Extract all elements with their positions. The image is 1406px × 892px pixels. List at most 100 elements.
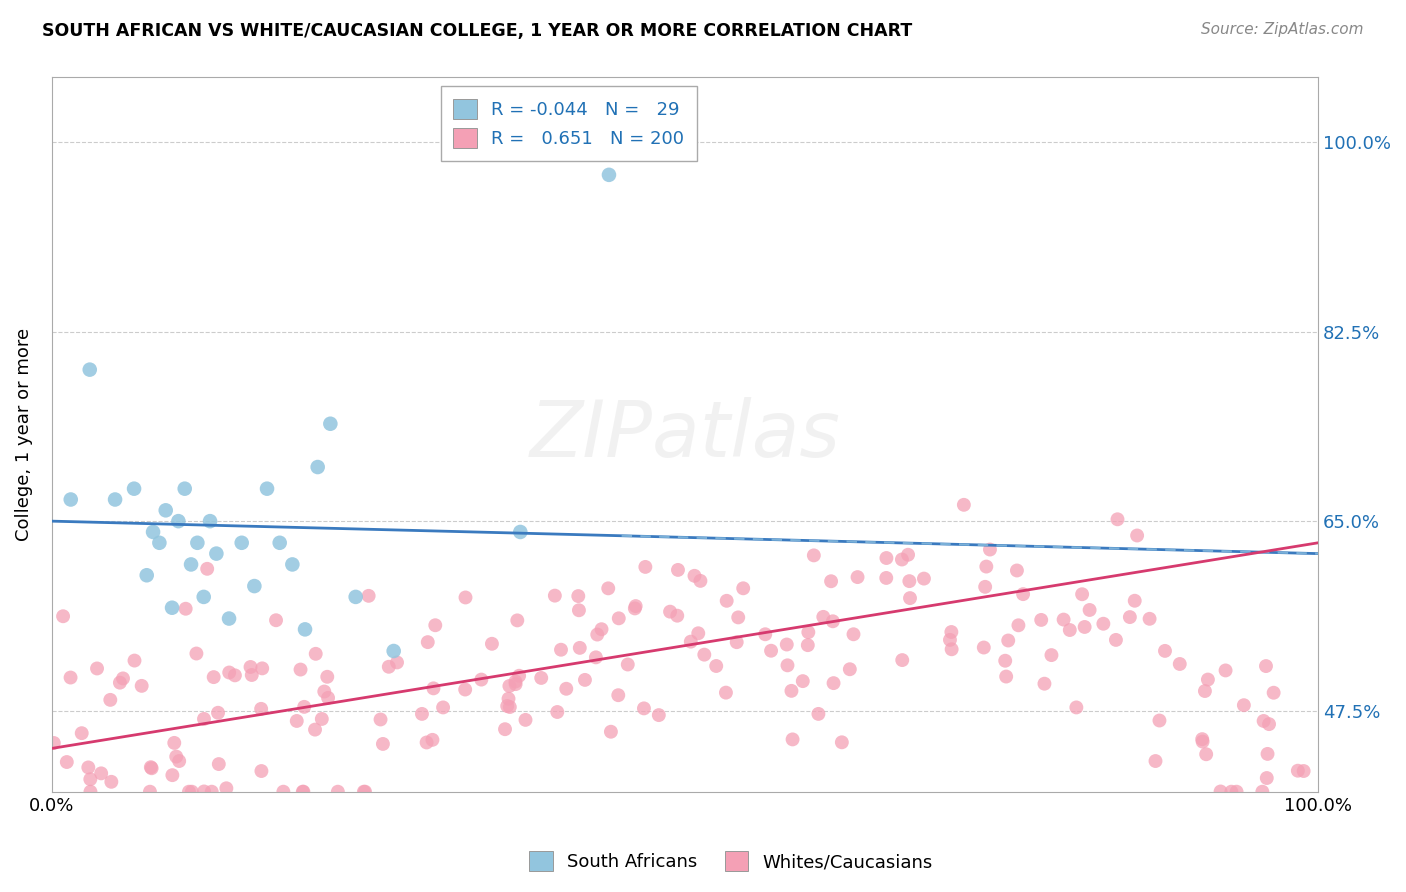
Point	[177, 785, 200, 799]
Point	[1209, 784, 1232, 798]
Point	[607, 611, 630, 625]
Point	[269, 536, 291, 550]
Point	[307, 460, 329, 475]
Point	[1292, 764, 1315, 778]
Point	[1007, 618, 1029, 632]
Point	[568, 640, 591, 655]
Point	[995, 669, 1018, 683]
Point	[202, 670, 225, 684]
Point	[1197, 673, 1219, 687]
Point	[1253, 714, 1275, 728]
Point	[820, 574, 842, 589]
Point	[1071, 587, 1094, 601]
Point	[316, 670, 339, 684]
Point	[994, 654, 1017, 668]
Point	[1225, 785, 1247, 799]
Point	[304, 723, 326, 737]
Point	[616, 657, 638, 672]
Point	[1005, 564, 1028, 578]
Legend: South Africans, Whites/Caucasians: South Africans, Whites/Caucasians	[522, 844, 941, 879]
Point	[1092, 616, 1115, 631]
Point	[759, 644, 782, 658]
Point	[567, 589, 589, 603]
Point	[1256, 771, 1278, 785]
Point	[939, 632, 962, 647]
Point	[111, 672, 134, 686]
Point	[163, 736, 186, 750]
Point	[124, 654, 146, 668]
Point	[530, 671, 553, 685]
Point	[208, 757, 231, 772]
Point	[215, 781, 238, 796]
Point	[250, 661, 273, 675]
Point	[704, 659, 727, 673]
Point	[1254, 659, 1277, 673]
Point	[79, 772, 101, 787]
Point	[70, 726, 93, 740]
Point	[979, 542, 1001, 557]
Point	[86, 661, 108, 675]
Point	[1144, 754, 1167, 768]
Point	[104, 492, 127, 507]
Point	[1257, 747, 1279, 761]
Point	[207, 706, 229, 720]
Legend: R = -0.044   N =   29, R =   0.651   N = 200: R = -0.044 N = 29, R = 0.651 N = 200	[440, 87, 697, 161]
Point	[555, 681, 578, 696]
Text: SOUTH AFRICAN VS WHITE/CAUCASIAN COLLEGE, 1 YEAR OR MORE CORRELATION CHART: SOUTH AFRICAN VS WHITE/CAUCASIAN COLLEGE…	[42, 22, 912, 40]
Point	[591, 622, 613, 636]
Point	[256, 482, 278, 496]
Point	[250, 702, 273, 716]
Point	[131, 679, 153, 693]
Point	[186, 536, 208, 550]
Point	[544, 589, 567, 603]
Point	[273, 785, 295, 799]
Point	[585, 650, 607, 665]
Point	[193, 590, 215, 604]
Point	[846, 570, 869, 584]
Point	[568, 603, 591, 617]
Point	[821, 615, 844, 629]
Point	[316, 690, 339, 705]
Point	[281, 558, 304, 572]
Point	[586, 627, 609, 641]
Point	[56, 755, 79, 769]
Point	[823, 676, 845, 690]
Point	[509, 524, 531, 539]
Point	[425, 618, 447, 632]
Point	[180, 558, 202, 572]
Point	[186, 647, 208, 661]
Point	[162, 768, 184, 782]
Point	[831, 735, 853, 749]
Point	[108, 675, 131, 690]
Point	[198, 514, 221, 528]
Point	[1168, 657, 1191, 671]
Point	[792, 674, 814, 689]
Point	[1149, 714, 1171, 728]
Point	[357, 589, 380, 603]
Point	[90, 766, 112, 780]
Point	[311, 712, 333, 726]
Point	[1033, 676, 1056, 690]
Point	[415, 735, 437, 749]
Point	[648, 708, 671, 723]
Point	[598, 168, 620, 182]
Point	[454, 682, 477, 697]
Point	[1073, 620, 1095, 634]
Text: Source: ZipAtlas.com: Source: ZipAtlas.com	[1201, 22, 1364, 37]
Point	[454, 591, 477, 605]
Point	[600, 724, 623, 739]
Point	[891, 653, 914, 667]
Point	[842, 627, 865, 641]
Point	[897, 548, 920, 562]
Point	[141, 761, 163, 775]
Point	[782, 732, 804, 747]
Point	[42, 736, 65, 750]
Point	[1258, 717, 1281, 731]
Point	[659, 605, 682, 619]
Point	[634, 560, 657, 574]
Point	[714, 685, 737, 699]
Point	[432, 700, 454, 714]
Point	[1215, 664, 1237, 678]
Point	[165, 749, 187, 764]
Point	[135, 568, 157, 582]
